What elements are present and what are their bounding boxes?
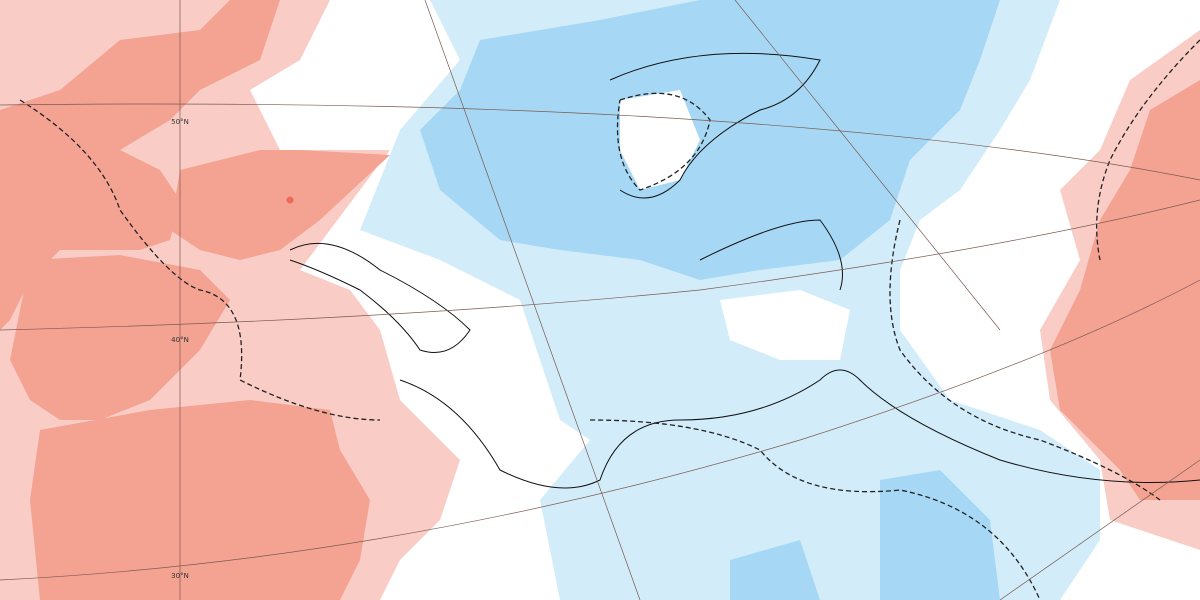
coastline	[699, 219, 843, 291]
red-area	[0, 0, 280, 330]
meridian	[424, 0, 641, 600]
white-patch	[720, 290, 850, 360]
contour-line	[19, 99, 381, 421]
cold-anomaly	[360, 0, 1100, 600]
coastline	[289, 242, 471, 353]
parallel	[0, 279, 1200, 581]
hotspot	[286, 196, 294, 204]
meridian	[734, 0, 1001, 331]
blue-area	[880, 470, 1000, 600]
coastlines	[289, 52, 1200, 489]
red-area	[10, 255, 230, 420]
coastline	[609, 52, 821, 199]
meridian	[999, 459, 1200, 600]
red-area	[170, 150, 390, 260]
parallel	[0, 103, 1200, 181]
contour-line	[616, 92, 711, 191]
contours	[19, 39, 1200, 600]
red-area	[1050, 80, 1200, 500]
latitude-label: 40°N	[171, 336, 189, 344]
contour-line	[1096, 39, 1200, 261]
contour-line	[889, 219, 1161, 501]
parallel	[0, 199, 1200, 331]
coastline	[399, 369, 1200, 489]
latitude-label: 50°N	[171, 118, 189, 126]
white-patch	[620, 90, 700, 190]
blue-area	[420, 0, 1000, 280]
red-area	[30, 400, 370, 600]
contour-line	[589, 419, 1041, 600]
blue-area	[730, 540, 820, 600]
latitude-label: 30°N	[171, 572, 189, 580]
